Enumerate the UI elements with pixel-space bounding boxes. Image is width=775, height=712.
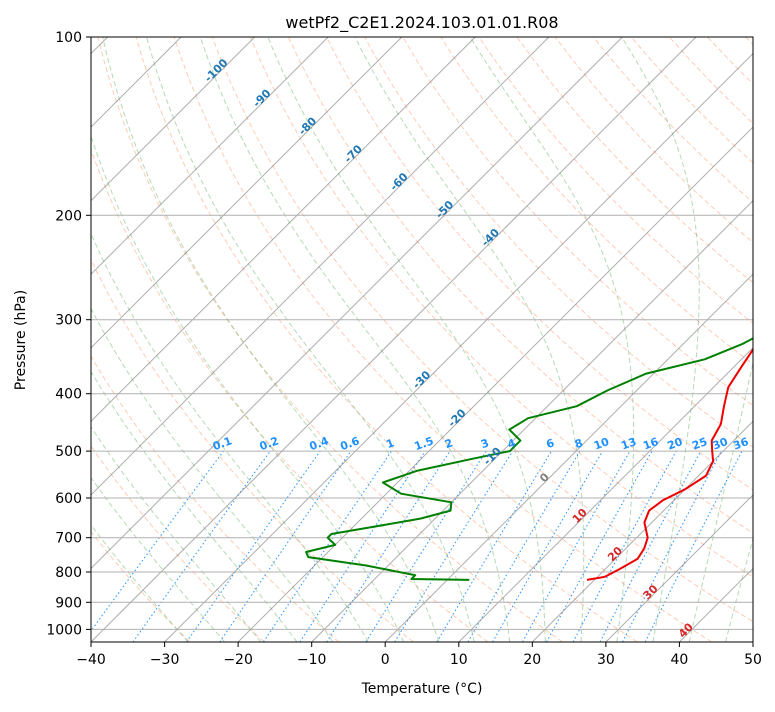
x-tick-label: 0 [381,652,390,668]
x-tick-label: 20 [523,652,541,668]
x-tick-label: 30 [597,652,615,668]
y-tick-label: 400 [55,387,82,403]
y-tick-label: 1000 [46,622,82,638]
y-tick-label: 100 [55,30,82,46]
y-axis-title: Pressure (hPa) [13,290,29,390]
x-tick-label: −20 [223,652,253,668]
x-tick-label: 50 [744,652,762,668]
x-tick-label: −40 [76,652,106,668]
x-tick-label: −10 [297,652,327,668]
chart-title: wetPf2_C2E1.2024.103.01.01.R08 [285,13,558,33]
y-tick-label: 900 [55,595,82,611]
y-tick-label: 600 [55,491,82,507]
y-tick-label: 200 [55,208,82,224]
x-axis-title: Temperature (°C) [361,681,483,697]
y-tick-label: 700 [55,531,82,547]
x-tick-label: −30 [150,652,180,668]
x-tick-label: 40 [670,652,688,668]
y-tick-label: 800 [55,565,82,581]
x-tick-label: 10 [450,652,468,668]
y-tick-label: 500 [55,444,82,460]
y-tick-label: 300 [55,313,82,329]
